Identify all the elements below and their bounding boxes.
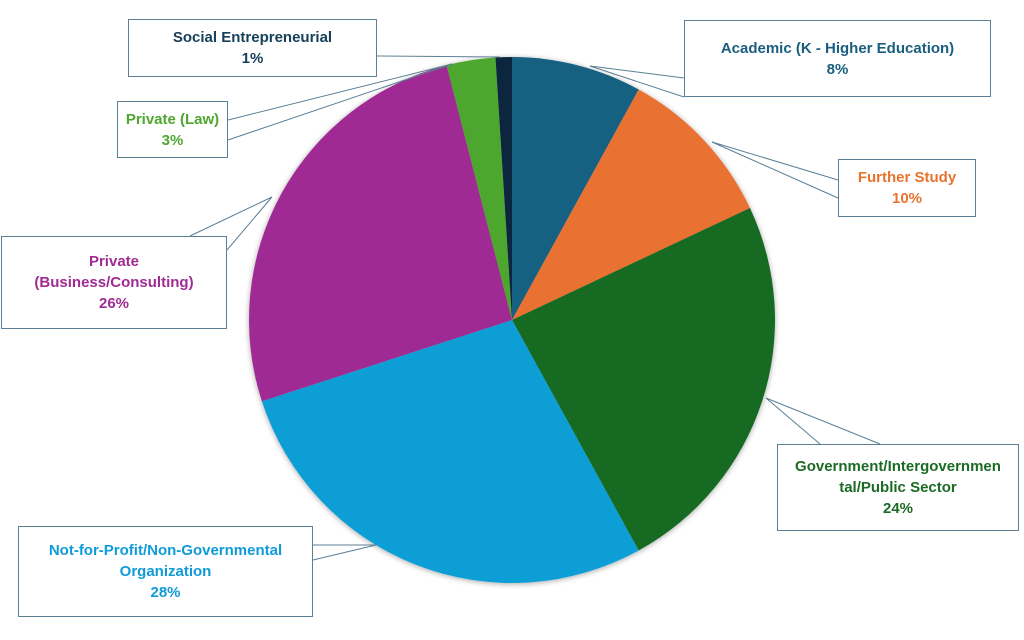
leader-line-government	[765, 397, 881, 445]
label-text-line2: (Business/Consulting)	[34, 274, 194, 291]
leader-line-private-business	[189, 196, 273, 251]
data-label-not-for-profit: Not-for-Profit/Non-Governmental Organiza…	[18, 526, 313, 617]
leader-line-further-study	[711, 141, 839, 199]
pie-slice-not-for-profit-non-governmental-organization	[261, 320, 639, 583]
leader-line-academic	[589, 65, 685, 98]
pie-slice-social-entrepreneurial	[495, 57, 512, 320]
label-percent: 24%	[882, 500, 914, 517]
label-text-line1: Government/Intergovernmen	[795, 458, 1001, 475]
data-label-government: Government/Intergovernmen tal/Public Sec…	[777, 444, 1019, 531]
label-text-line1: Not-for-Profit/Non-Governmental	[48, 542, 283, 559]
label-percent: 28%	[150, 584, 181, 601]
data-label-academic: Academic (K - Higher Education) 8%	[684, 20, 991, 97]
pie-slice-academic-k-higher-education	[512, 57, 639, 320]
label-percent: 26%	[98, 295, 130, 312]
leader-line-social	[376, 55, 501, 58]
data-label-private-business: Private (Business/Consulting) 26%	[1, 236, 227, 329]
leader-line-private-law	[227, 63, 453, 141]
pie-slice-private-business-consulting	[248, 65, 512, 402]
label-text-line2: tal/Public Sector	[839, 479, 957, 496]
label-text-line2: Organization	[119, 563, 212, 580]
label-text: Further Study	[857, 169, 957, 186]
label-text: Social Entrepreneurial	[172, 29, 333, 46]
label-percent: 10%	[891, 190, 923, 207]
label-percent: 1%	[241, 50, 264, 67]
data-label-further-study: Further Study 10%	[838, 159, 976, 217]
pie-slice-government-intergovernmen-tal-public-sector	[512, 208, 775, 551]
data-label-social-entrepreneurial: Social Entrepreneurial 1%	[128, 19, 377, 77]
label-text-line1: Private	[88, 253, 140, 270]
label-text: Private (Law)	[125, 110, 220, 128]
pie-slice-private-law	[446, 57, 512, 320]
leader-line-not-for-profit	[312, 544, 377, 561]
label-percent: 3%	[161, 131, 184, 149]
label-text: Academic (K - Higher Education)	[720, 39, 955, 57]
data-label-private-law: Private (Law) 3%	[117, 101, 228, 158]
pie-slice-further-study	[512, 89, 750, 320]
label-percent: 8%	[826, 60, 849, 78]
